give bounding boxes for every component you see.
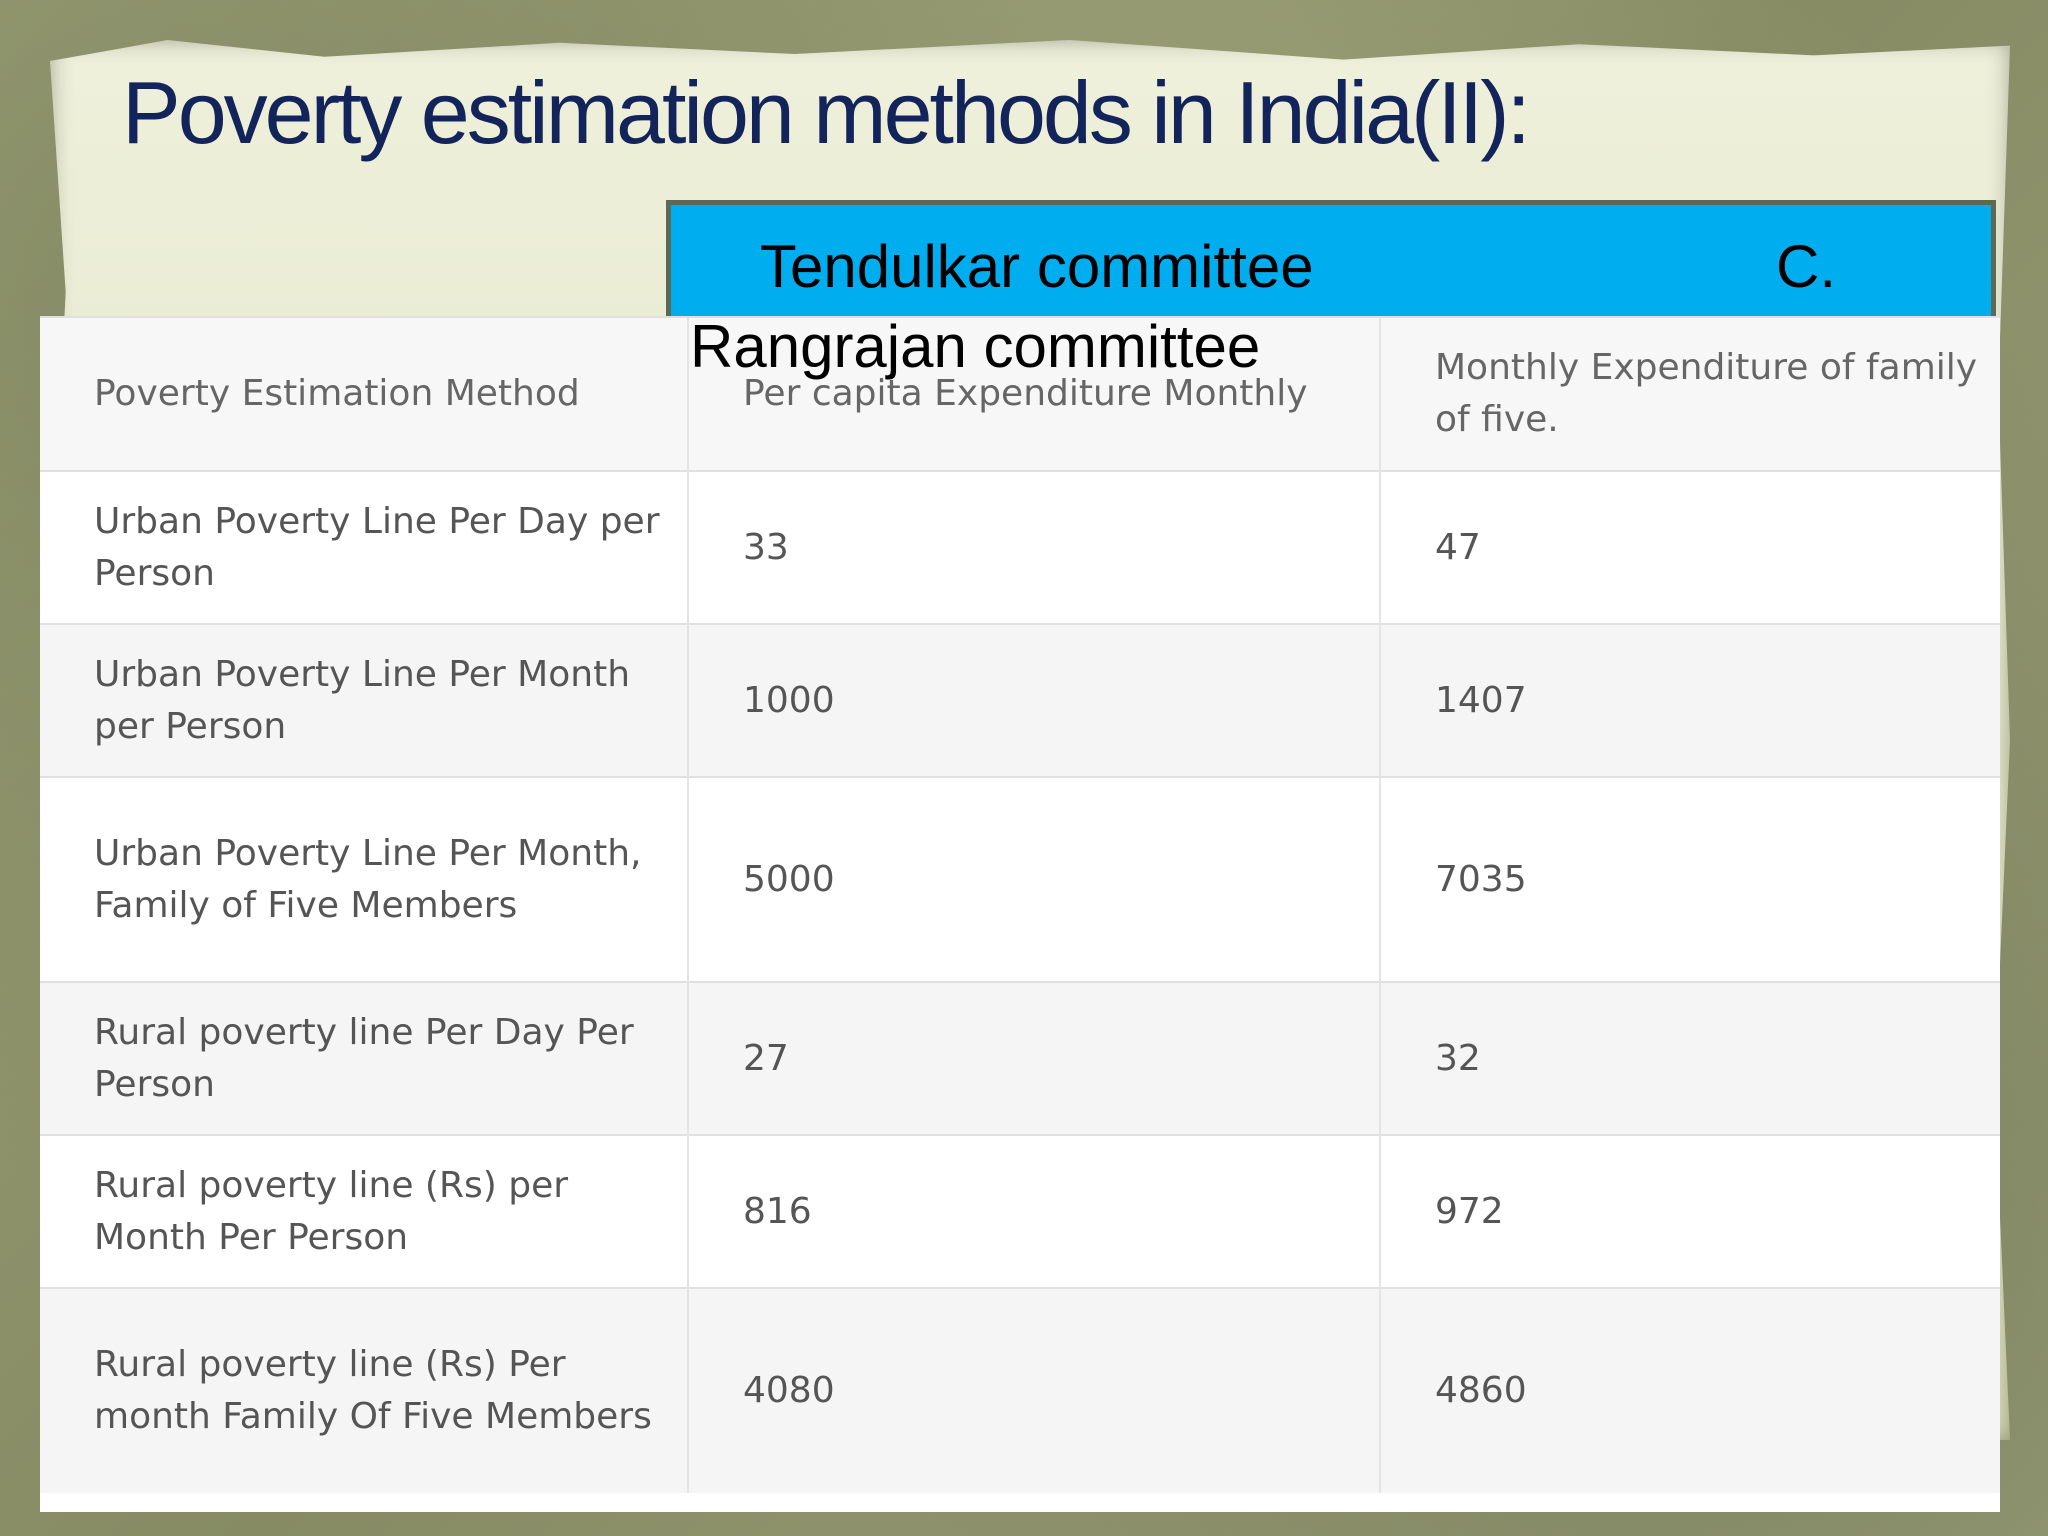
per-capita-value: 5000 [687, 776, 1380, 982]
family-value: 1407 [1379, 623, 2000, 777]
per-capita-value: 816 [687, 1134, 1380, 1288]
family-value: 32 [1379, 981, 2000, 1135]
table-row: Urban Poverty Line Per Month, Family of … [40, 776, 2000, 982]
per-capita-value: 33 [687, 470, 1380, 624]
header-method: Poverty Estimation Method [40, 316, 688, 471]
table-header-row: Poverty Estimation Method Per capita Exp… [40, 316, 2000, 471]
table-row: Urban Poverty Line Per Day per Person 33… [40, 470, 2000, 624]
committee-banner [666, 200, 1996, 328]
per-capita-value: 1000 [687, 623, 1380, 777]
slide-title: Poverty estimation methods in India(II): [122, 63, 1531, 162]
family-value: 972 [1379, 1134, 2000, 1288]
per-capita-value: 4080 [687, 1287, 1380, 1493]
header-family-of-five: Monthly Expenditure of family of five. [1379, 316, 2000, 471]
table-row: Urban Poverty Line Per Month per Person … [40, 623, 2000, 777]
banner-c-label: C. [1776, 233, 1836, 300]
family-value: 4860 [1379, 1287, 2000, 1493]
table-row: Rural poverty line (Rs) per Month Per Pe… [40, 1134, 2000, 1288]
row-label: Rural poverty line (Rs) Per month Family… [40, 1287, 688, 1493]
row-label: Rural poverty line (Rs) per Month Per Pe… [40, 1134, 688, 1288]
row-label: Rural poverty line Per Day Per Person [40, 981, 688, 1135]
family-value: 47 [1379, 470, 2000, 624]
poverty-table-container: Poverty Estimation Method Per capita Exp… [40, 316, 2000, 1512]
row-label: Urban Poverty Line Per Month, Family of … [40, 776, 688, 982]
row-label: Urban Poverty Line Per Month per Person [40, 623, 688, 777]
table-row: Rural poverty line Per Day Per Person 27… [40, 981, 2000, 1135]
banner-rangrajan-label: Rangrajan committee [690, 313, 1261, 380]
header-per-capita: Per capita Expenditure Monthly [687, 316, 1380, 471]
poverty-table: Poverty Estimation Method Per capita Exp… [40, 316, 2000, 1493]
row-label: Urban Poverty Line Per Day per Person [40, 470, 688, 624]
banner-tendulkar-label: Tendulkar committee [760, 233, 1314, 300]
per-capita-value: 27 [687, 981, 1380, 1135]
family-value: 7035 [1379, 776, 2000, 982]
table-row: Rural poverty line (Rs) Per month Family… [40, 1287, 2000, 1493]
